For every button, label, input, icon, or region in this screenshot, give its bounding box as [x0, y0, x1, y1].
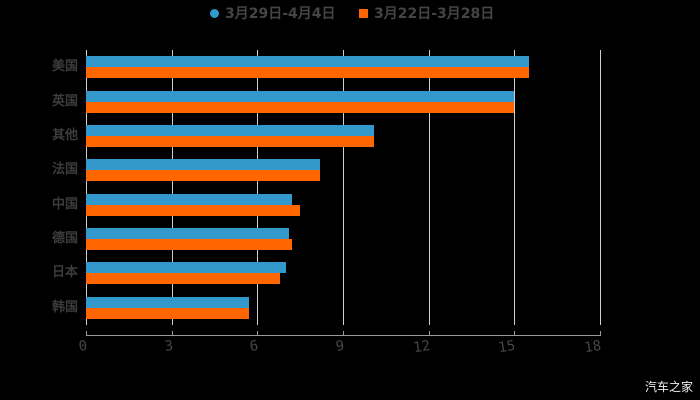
category-label: 德国 — [51, 231, 78, 247]
y-axis-line — [86, 50, 87, 325]
x-tick-label: 3 — [163, 338, 175, 356]
gridline — [343, 50, 344, 325]
x-tick — [86, 331, 87, 335]
chart-legend: 3月29日-4月4日 3月22日-3月28日 — [0, 3, 700, 23]
bar-2[interactable] — [86, 67, 529, 79]
gridline — [514, 50, 515, 325]
legend-item-series-1[interactable]: 3月29日-4月4日 — [210, 3, 336, 23]
category-label: 中国 — [51, 196, 78, 212]
x-tick — [172, 331, 173, 335]
x-tick-label: 15 — [497, 338, 517, 357]
bar-1[interactable] — [86, 159, 320, 171]
bar-2[interactable] — [86, 273, 280, 285]
category-label: 其他 — [51, 127, 78, 143]
x-axis-line — [86, 335, 601, 336]
legend-label-series-1: 3月29日-4月4日 — [225, 6, 336, 22]
category-label: 法国 — [51, 162, 78, 178]
gridline — [600, 50, 601, 325]
x-tick — [429, 331, 430, 335]
bar-1[interactable] — [86, 193, 292, 205]
bar-1[interactable] — [86, 228, 289, 240]
category-label: 日本 — [51, 265, 78, 281]
x-tick-label: 12 — [412, 338, 432, 357]
gridline — [172, 50, 173, 325]
bar-1[interactable] — [86, 90, 514, 102]
bar-1[interactable] — [86, 262, 286, 274]
x-tick-label: 18 — [583, 338, 603, 357]
bar-2[interactable] — [86, 135, 374, 147]
square-marker-icon — [359, 8, 368, 18]
x-tick-label: 9 — [334, 338, 346, 356]
gridline — [429, 50, 430, 325]
x-tick — [600, 331, 601, 335]
bar-1[interactable] — [86, 296, 249, 308]
gridline — [257, 50, 258, 325]
bar-2[interactable] — [86, 170, 320, 182]
legend-item-series-2[interactable]: 3月22日-3月28日 — [359, 3, 494, 23]
bar-2[interactable] — [86, 307, 249, 319]
watermark: 汽车之家 — [644, 380, 693, 394]
plot-area — [86, 50, 601, 325]
bar-2[interactable] — [86, 101, 514, 113]
bar-1[interactable] — [86, 124, 374, 136]
legend-label-series-2: 3月22日-3月28日 — [374, 6, 495, 22]
bar-1[interactable] — [86, 56, 529, 68]
category-label: 英国 — [51, 93, 78, 109]
x-tick-label: 6 — [248, 338, 260, 356]
category-label: 韩国 — [51, 299, 78, 315]
category-label: 美国 — [51, 59, 78, 75]
bar-2[interactable] — [86, 204, 300, 216]
x-tick-label: 0 — [77, 338, 89, 356]
circle-marker-icon — [210, 8, 219, 18]
x-tick — [514, 331, 515, 335]
bar-2[interactable] — [86, 239, 292, 251]
x-tick — [257, 331, 258, 335]
x-tick — [343, 331, 344, 335]
